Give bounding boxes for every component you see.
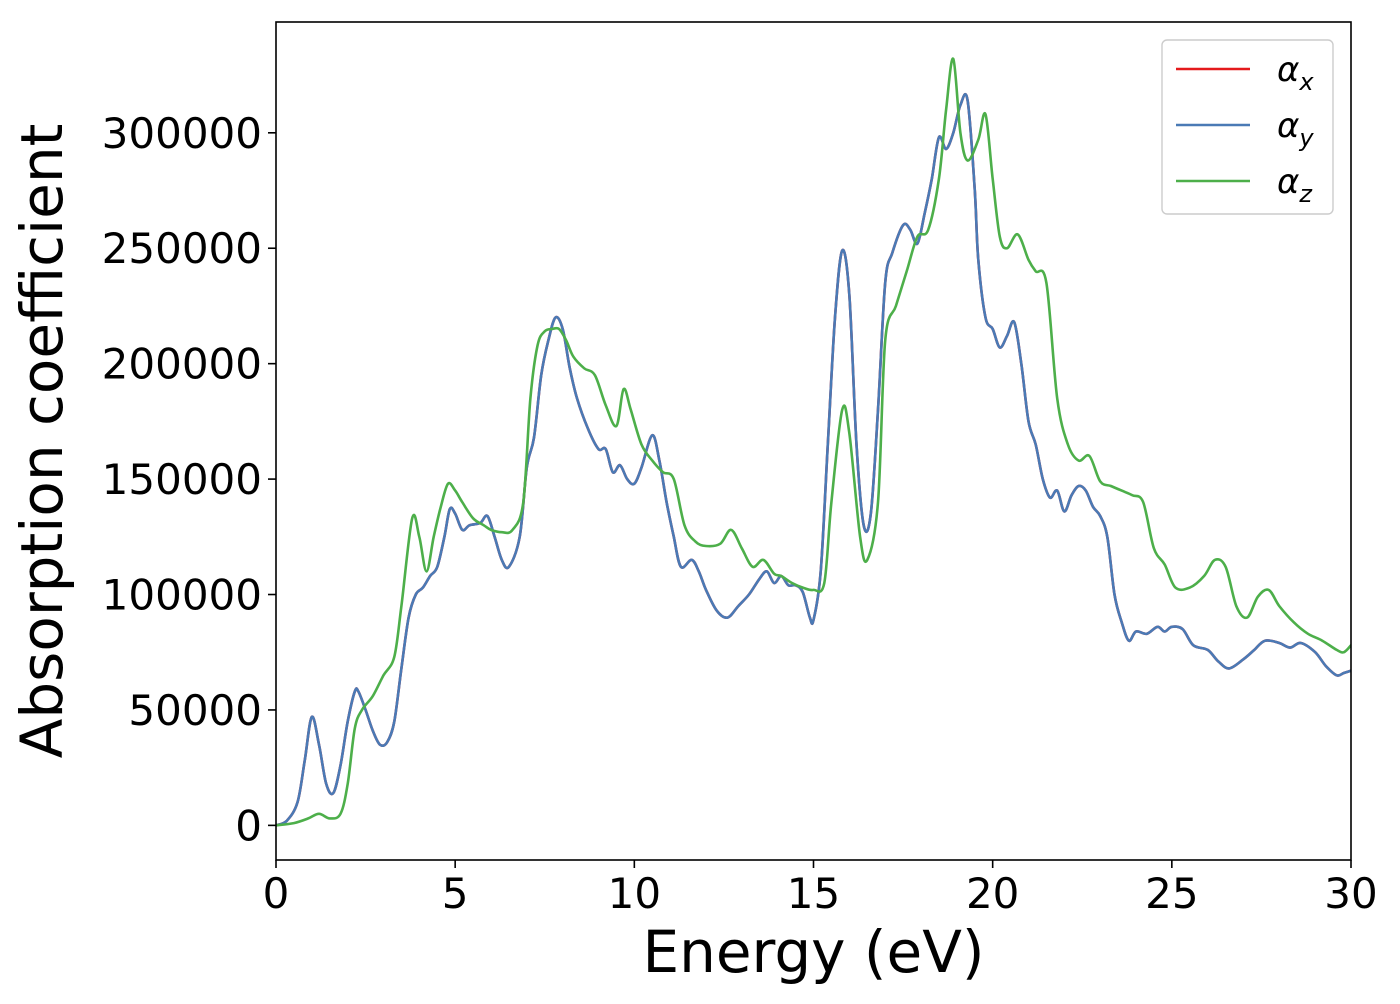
- legend-box: [1161, 39, 1334, 215]
- y-tick-label: 300000: [102, 109, 262, 158]
- x-tick-label: 30: [1324, 869, 1377, 918]
- series-layer: [276, 57, 1351, 827]
- y-tick-label: 150000: [102, 455, 262, 504]
- x-tick-label: 5: [442, 869, 469, 918]
- y-axis-title: Absorption coefficient: [8, 124, 76, 759]
- x-tick-label: 20: [966, 869, 1019, 918]
- x-axis: 0 5 10 15 20 25 30: [263, 860, 1378, 918]
- x-axis-title: Energy (eV): [642, 918, 984, 986]
- series-line-z: [276, 57, 1351, 827]
- x-tick-label: 15: [787, 869, 840, 918]
- y-axis: 0 50000 100000 150000 200000 250000 300000: [102, 109, 276, 850]
- x-tick-label: 10: [608, 869, 661, 918]
- y-tick-label: 250000: [102, 224, 262, 273]
- y-tick-label: 50000: [128, 686, 262, 735]
- x-tick-label: 0: [263, 869, 290, 918]
- y-tick-label: 0: [235, 801, 262, 850]
- y-tick-label: 100000: [102, 571, 262, 620]
- x-tick-label: 25: [1145, 869, 1198, 918]
- series-line-y: [276, 92, 1351, 827]
- legend-label-z: αz: [1277, 162, 1313, 208]
- y-tick-label: 200000: [102, 340, 262, 389]
